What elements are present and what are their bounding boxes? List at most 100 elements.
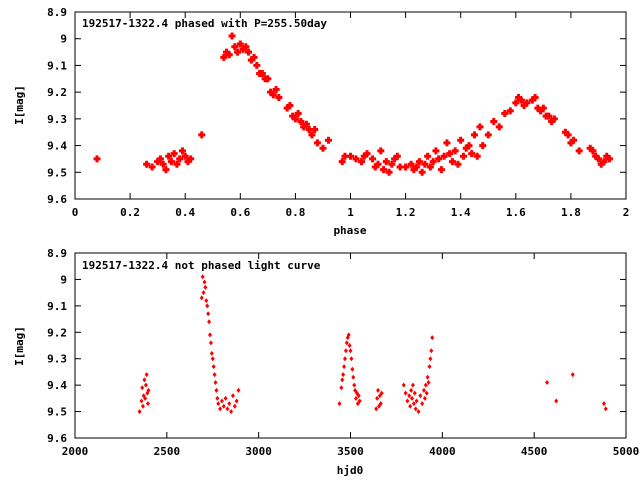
data-point xyxy=(545,112,553,120)
data-point xyxy=(465,142,473,150)
data-point xyxy=(430,335,435,341)
data-point xyxy=(459,152,467,160)
data-point xyxy=(229,409,234,415)
data-point xyxy=(338,158,346,166)
data-point xyxy=(403,390,408,396)
data-point xyxy=(425,374,430,380)
data-point xyxy=(462,144,470,152)
data-point xyxy=(594,155,602,163)
data-point xyxy=(211,364,216,370)
y-tick-label: 9.6 xyxy=(47,193,67,206)
data-point xyxy=(435,155,443,163)
y-axis-ticks: 8.9 9 9.1 9.2 9.3 9.4 9.5 9.6 xyxy=(47,6,626,206)
data-point xyxy=(600,158,608,166)
data-point xyxy=(432,147,440,155)
data-point xyxy=(418,393,423,399)
data-point xyxy=(308,131,316,139)
chart-title: 192517-1322.4 not phased light curve xyxy=(82,259,321,272)
data-point xyxy=(208,340,213,346)
data-point xyxy=(454,160,462,168)
data-point xyxy=(378,401,383,407)
data-point xyxy=(374,160,382,168)
data-point xyxy=(501,110,509,118)
x-tick-label: 4500 xyxy=(521,445,548,458)
data-point xyxy=(410,382,415,388)
data-point xyxy=(473,152,481,160)
data-point xyxy=(207,319,212,325)
data-point xyxy=(228,32,236,40)
y-tick-label: 9.4 xyxy=(47,140,67,153)
data-point xyxy=(405,398,410,404)
data-point xyxy=(548,118,556,126)
data-point xyxy=(342,356,347,362)
data-point xyxy=(313,139,321,147)
data-point xyxy=(545,380,550,385)
data-point xyxy=(347,343,352,348)
data-point xyxy=(146,387,151,393)
data-point xyxy=(426,163,434,171)
data-point xyxy=(528,96,536,104)
data-point xyxy=(416,409,421,415)
data-point xyxy=(414,398,419,404)
data-point xyxy=(437,166,445,174)
data-point xyxy=(156,155,164,163)
data-point xyxy=(206,311,211,317)
data-point xyxy=(411,401,416,407)
data-point xyxy=(424,152,432,160)
data-point xyxy=(407,160,415,168)
data-point xyxy=(230,393,235,399)
data-point xyxy=(429,348,434,354)
data-point xyxy=(603,152,611,160)
data-point xyxy=(267,88,275,96)
data-point xyxy=(342,364,347,370)
data-point xyxy=(264,75,272,83)
data-point xyxy=(297,118,305,126)
data-point xyxy=(534,104,542,112)
y-axis-label: I[mag] xyxy=(13,85,26,125)
data-point xyxy=(490,118,498,126)
data-point xyxy=(236,387,241,393)
data-point xyxy=(275,93,283,101)
data-point xyxy=(597,160,605,168)
data-point xyxy=(586,144,594,152)
x-axis-ticks: 0 0.2 0.4 0.6 0.8 1 1.2 1.4 1.6 1.8 2 xyxy=(72,12,630,219)
data-point xyxy=(554,398,559,404)
data-point xyxy=(343,348,348,354)
x-tick-label: 0 xyxy=(72,206,79,219)
data-point xyxy=(341,372,346,378)
data-points xyxy=(137,274,608,415)
data-point xyxy=(423,382,428,388)
x-axis-ticks: 2000 2500 3000 3500 4000 4500 5000 xyxy=(62,253,640,458)
data-point xyxy=(520,102,528,109)
data-point xyxy=(567,139,575,147)
data-point xyxy=(305,126,313,134)
data-point xyxy=(340,377,345,383)
data-point xyxy=(300,123,308,131)
data-point xyxy=(253,61,261,69)
data-point xyxy=(283,104,291,112)
data-point xyxy=(221,403,226,409)
data-point xyxy=(550,115,558,123)
y-tick-label: 9.6 xyxy=(47,432,67,445)
data-point xyxy=(385,168,393,176)
data-point xyxy=(272,85,280,93)
data-point xyxy=(570,136,578,144)
x-tick-label: 1.6 xyxy=(506,206,526,219)
data-point xyxy=(139,398,144,404)
data-point xyxy=(258,69,266,77)
data-point xyxy=(357,398,362,404)
y-tick-label: 9.3 xyxy=(47,113,67,126)
data-point xyxy=(517,96,525,104)
x-tick-label: 2 xyxy=(623,206,630,219)
data-point xyxy=(369,155,377,163)
x-axis-label: phase xyxy=(333,224,366,237)
data-point xyxy=(204,298,209,304)
data-point xyxy=(446,150,454,158)
data-point xyxy=(413,406,418,412)
x-tick-label: 5000 xyxy=(613,445,640,458)
data-point xyxy=(382,158,390,166)
data-point xyxy=(205,303,210,309)
data-point xyxy=(250,53,258,61)
data-point xyxy=(143,160,151,168)
data-point xyxy=(242,43,250,51)
